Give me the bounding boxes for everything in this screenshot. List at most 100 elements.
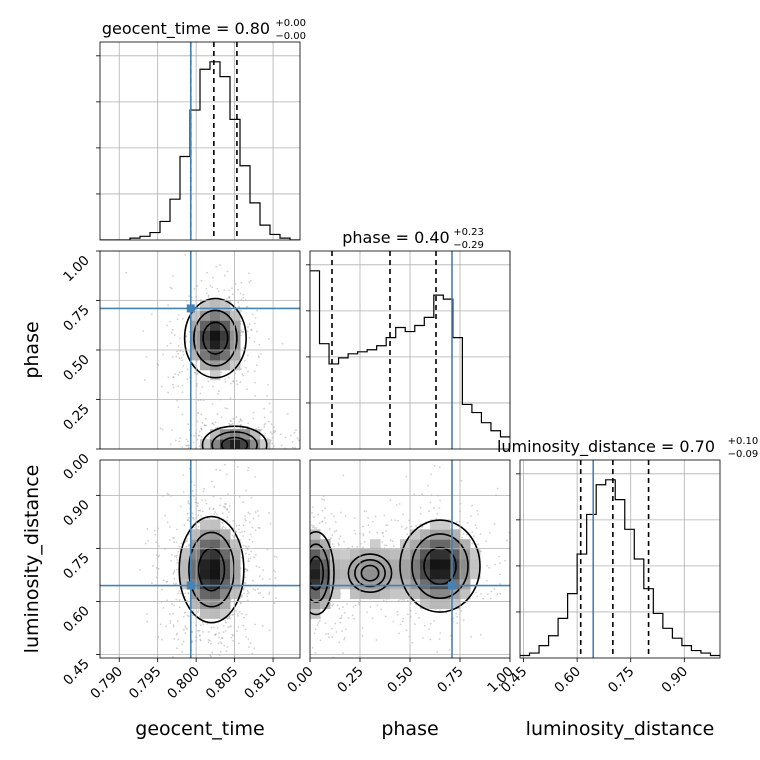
- sample-point: [185, 335, 187, 338]
- sample-point: [181, 413, 184, 416]
- sample-point: [289, 559, 291, 561]
- sample-point: [155, 567, 158, 569]
- sample-point: [367, 516, 370, 519]
- density-cell: [210, 429, 221, 440]
- sample-point: [175, 582, 178, 585]
- tick-label-x: 0.00: [284, 664, 317, 697]
- sample-point: [384, 615, 387, 618]
- sample-point: [324, 633, 327, 635]
- sample-point: [235, 609, 238, 612]
- density-cell: [220, 578, 231, 590]
- sample-point: [356, 546, 359, 548]
- sample-point: [254, 453, 256, 455]
- sample-point: [197, 611, 199, 614]
- sample-point: [205, 424, 208, 427]
- sample-point: [274, 577, 277, 579]
- sample-point: [418, 616, 420, 619]
- sample-point: [174, 439, 177, 442]
- sample-point: [237, 464, 239, 466]
- sample-point: [312, 525, 315, 527]
- density-cell: [220, 439, 231, 449]
- sample-point: [142, 330, 145, 332]
- sample-point: [199, 392, 202, 395]
- sample-point: [178, 440, 181, 443]
- contour-line: [202, 321, 229, 355]
- sample-point: [335, 529, 338, 532]
- sample-point: [266, 474, 268, 476]
- density-cell: [210, 559, 221, 570]
- sample-point: [197, 412, 200, 414]
- sample-point: [303, 591, 305, 593]
- sample-point: [246, 599, 249, 602]
- sample-point: [231, 534, 234, 537]
- sample-point: [232, 640, 235, 642]
- density-cell: [410, 568, 421, 580]
- sample-point: [470, 515, 472, 518]
- density-cell: [370, 578, 381, 590]
- sample-point: [288, 534, 290, 536]
- sample-point: [178, 371, 181, 374]
- density-cell: [210, 608, 221, 619]
- sample-point: [169, 622, 172, 624]
- sample-point: [217, 392, 219, 395]
- sample-point: [173, 537, 175, 540]
- sample-point: [179, 592, 182, 595]
- density-cell: [340, 578, 351, 590]
- sample-point: [304, 607, 306, 609]
- density-cell: [230, 429, 241, 440]
- sample-point: [330, 512, 333, 515]
- sample-point: [429, 501, 432, 504]
- sample-point: [298, 439, 300, 442]
- sample-point: [178, 545, 181, 548]
- sample-point: [517, 637, 519, 639]
- sample-point: [182, 350, 184, 353]
- sample-point: [186, 378, 189, 380]
- sample-point: [177, 249, 179, 251]
- sample-point: [389, 539, 392, 542]
- sample-point: [222, 631, 225, 634]
- sample-point: [261, 578, 264, 580]
- density-cell: [220, 359, 231, 371]
- sample-point: [230, 420, 232, 422]
- sample-point: [205, 502, 208, 505]
- sample-point: [268, 512, 271, 514]
- sample-point: [220, 454, 222, 456]
- sample-point: [230, 625, 232, 627]
- sample-point: [506, 539, 508, 542]
- sample-point: [226, 270, 229, 273]
- sample-point: [213, 461, 215, 463]
- sample-point: [237, 452, 239, 454]
- sample-point: [256, 330, 258, 333]
- sample-point: [186, 519, 189, 522]
- sample-point: [181, 384, 184, 387]
- sample-point: [183, 524, 186, 527]
- sample-point: [172, 612, 175, 615]
- truth-marker: [186, 581, 195, 590]
- sample-point: [205, 452, 207, 454]
- density-cell: [320, 559, 331, 570]
- sample-point: [248, 281, 251, 284]
- sample-point: [165, 625, 168, 628]
- sample-point: [232, 418, 235, 420]
- panel-frame: [309, 250, 511, 450]
- contour-line: [188, 531, 235, 608]
- sample-point: [200, 279, 203, 282]
- sample-point: [172, 386, 175, 389]
- sample-point: [224, 380, 227, 383]
- sample-point: [304, 567, 306, 569]
- density-cell: [440, 568, 451, 580]
- sample-point: [225, 697, 227, 699]
- sample-point: [304, 552, 306, 554]
- tick-label-x: 0.50: [384, 664, 417, 697]
- sample-point: [175, 399, 178, 402]
- density-cell: [430, 549, 441, 560]
- sample-point: [255, 453, 257, 455]
- sample-point: [169, 342, 172, 345]
- sample-point: [397, 519, 400, 522]
- sample-point: [241, 330, 244, 333]
- sample-point: [162, 606, 165, 609]
- sample-point: [256, 588, 259, 590]
- sample-point: [249, 642, 252, 645]
- sample-point: [488, 566, 491, 569]
